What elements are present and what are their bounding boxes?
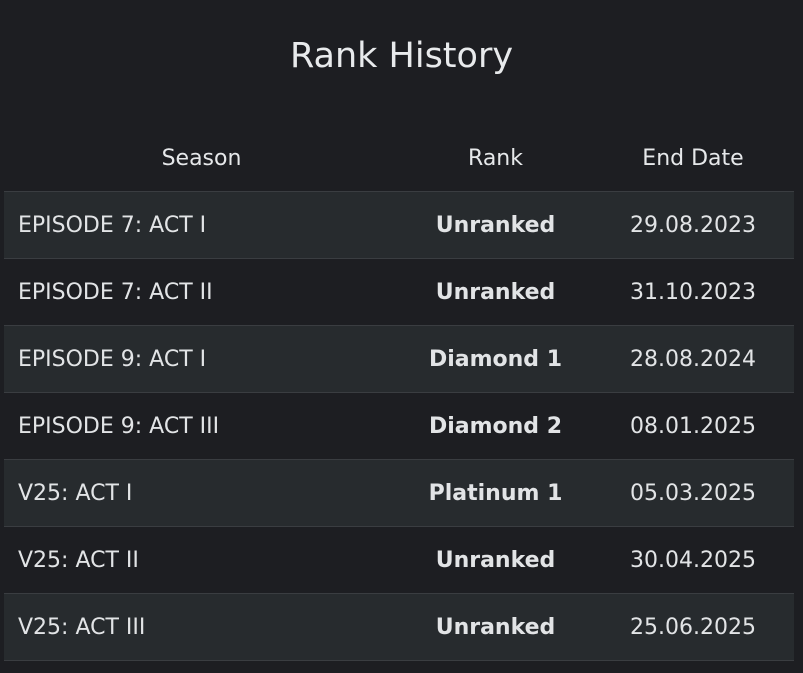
table-header-row: Season Rank End Date (4, 126, 794, 192)
rank-cell: Unranked (435, 279, 556, 305)
rank-cell: Unranked (435, 614, 556, 640)
table-row: V25: ACT I Platinum 1 05.03.2025 (4, 460, 794, 527)
end-date-cell: 31.10.2023 (630, 279, 756, 305)
season-cell: EPISODE 9: ACT III (18, 413, 220, 439)
season-cell: EPISODE 9: ACT I (18, 346, 207, 372)
rank-cell: Unranked (435, 212, 556, 238)
season-cell: V25: ACT II (18, 547, 139, 573)
column-header-rank: Rank (468, 146, 523, 171)
end-date-cell: 08.01.2025 (630, 413, 756, 439)
season-cell: V25: ACT III (18, 614, 146, 640)
end-date-cell: 25.06.2025 (630, 614, 756, 640)
column-header-end-date: End Date (642, 146, 744, 171)
table-row: EPISODE 7: ACT II Unranked 31.10.2023 (4, 259, 794, 326)
rank-history-table: Season Rank End Date EPISODE 7: ACT I Un… (4, 126, 794, 661)
end-date-cell: 05.03.2025 (630, 480, 756, 506)
rank-cell: Diamond 1 (428, 346, 563, 372)
table-row: EPISODE 9: ACT I Diamond 1 28.08.2024 (4, 326, 794, 393)
season-cell: EPISODE 7: ACT I (18, 212, 207, 238)
season-cell: V25: ACT I (18, 480, 133, 506)
page-title: Rank History (289, 36, 514, 76)
table-row: EPISODE 9: ACT III Diamond 2 08.01.2025 (4, 393, 794, 460)
column-header-season: Season (161, 146, 242, 171)
end-date-cell: 29.08.2023 (630, 212, 756, 238)
rank-cell: Diamond 2 (428, 413, 563, 439)
table-row: V25: ACT II Unranked 30.04.2025 (4, 527, 794, 594)
season-cell: EPISODE 7: ACT II (18, 279, 213, 305)
end-date-cell: 30.04.2025 (630, 547, 756, 573)
table-row: V25: ACT III Unranked 25.06.2025 (4, 594, 794, 661)
rank-cell: Platinum 1 (428, 480, 563, 506)
table-row: EPISODE 7: ACT I Unranked 29.08.2023 (4, 192, 794, 259)
rank-cell: Unranked (435, 547, 556, 573)
end-date-cell: 28.08.2024 (630, 346, 756, 372)
